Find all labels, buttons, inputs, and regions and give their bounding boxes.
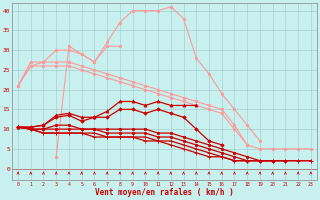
X-axis label: Vent moyen/en rafales ( km/h ): Vent moyen/en rafales ( km/h ) [95,188,234,197]
